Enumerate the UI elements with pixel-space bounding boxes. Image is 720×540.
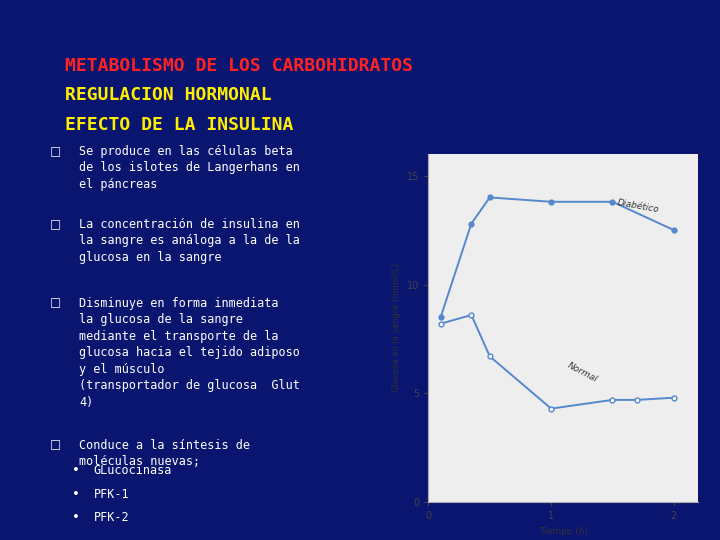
X-axis label: Tiempo (h): Tiempo (h) [539, 527, 588, 536]
Text: □: □ [50, 438, 61, 451]
Text: PFK-1: PFK-1 [94, 488, 129, 501]
Text: EFECTO DE LA INSULINA: EFECTO DE LA INSULINA [65, 116, 293, 134]
Text: Disminuye en forma inmediata
la glucosa de la sangre
mediante el transporte de l: Disminuye en forma inmediata la glucosa … [79, 296, 300, 409]
Text: •: • [72, 464, 80, 477]
Text: □: □ [50, 218, 61, 231]
Text: METABOLISMO DE LOS CARBOHIDRATOS: METABOLISMO DE LOS CARBOHIDRATOS [65, 57, 413, 75]
Text: •: • [72, 511, 80, 524]
Text: GLucocinasa: GLucocinasa [94, 464, 172, 477]
Text: Normal: Normal [566, 361, 599, 384]
Text: □: □ [50, 145, 61, 158]
Text: La concentración de insulina en
la sangre es análoga a la de la
glucosa en la sa: La concentración de insulina en la sangr… [79, 218, 300, 264]
Text: PFK-2: PFK-2 [94, 511, 129, 524]
Text: •: • [72, 488, 80, 501]
Y-axis label: Glucosa en la sangre (mmol/L): Glucosa en la sangre (mmol/L) [392, 264, 402, 393]
Text: Conduce a la síntesis de
moléculas nuevas;: Conduce a la síntesis de moléculas nueva… [79, 438, 251, 468]
Text: Diabético: Diabético [616, 198, 660, 215]
Text: REGULACION HORMONAL: REGULACION HORMONAL [65, 86, 271, 104]
Text: Se produce en las células beta
de los islotes de Langerhans en
el páncreas: Se produce en las células beta de los is… [79, 145, 300, 191]
Text: □: □ [50, 296, 61, 309]
